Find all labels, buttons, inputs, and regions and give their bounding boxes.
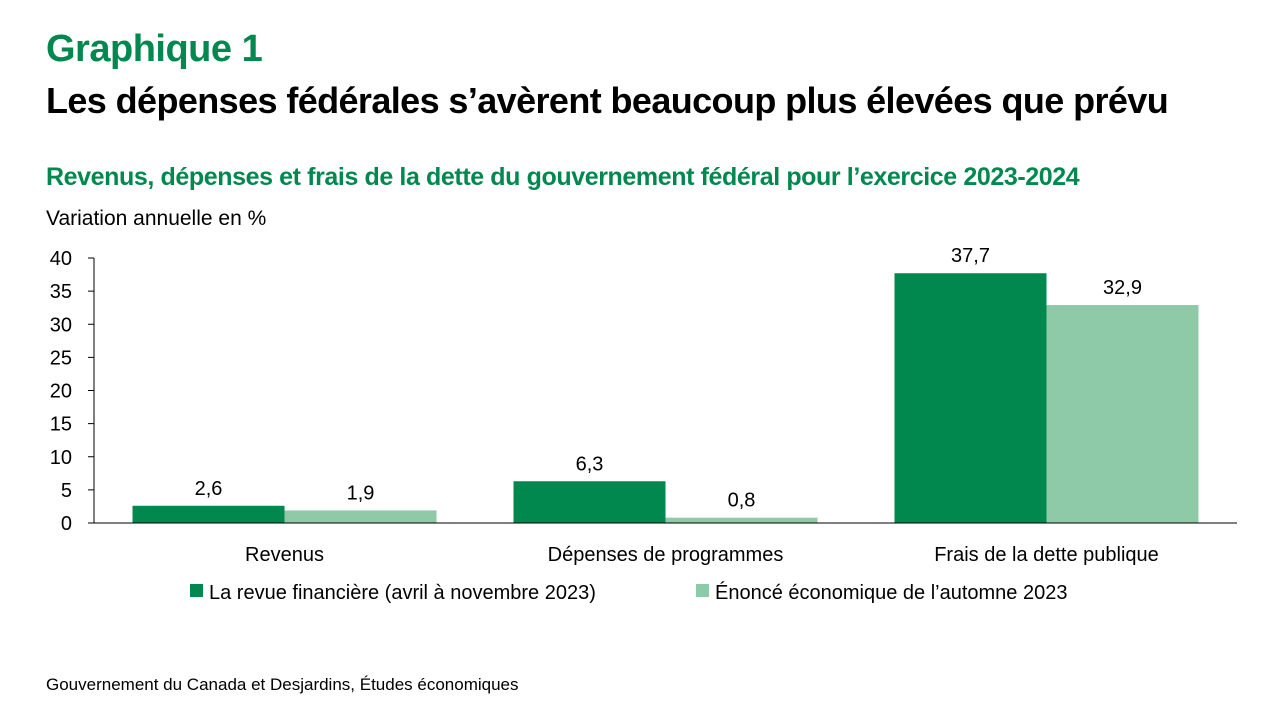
data-label: 1,9 — [347, 482, 375, 504]
chart-subtitle: Revenus, dépenses et frais de la dette d… — [46, 163, 1080, 191]
legend-swatch — [190, 584, 203, 597]
bar-enonce-economique — [284, 510, 437, 523]
data-label: 2,6 — [195, 478, 223, 500]
y-tick-label: 20 — [50, 381, 72, 403]
y-axis-unit-label: Variation annuelle en % — [46, 207, 267, 230]
source-note: Gouvernement du Canada et Desjardins, Ét… — [46, 675, 519, 694]
bar-enonce-economique — [1046, 305, 1199, 523]
bar-revue-financiere — [132, 505, 285, 523]
bar-enonce-economique — [665, 517, 818, 523]
y-tick-label: 15 — [50, 414, 72, 436]
legend-swatch — [696, 584, 709, 597]
y-tick-label: 30 — [50, 314, 72, 336]
legend-label: La revue financière (avril à novembre 20… — [209, 582, 596, 604]
y-tick-label: 40 — [50, 248, 72, 270]
y-tick-label: 10 — [50, 447, 72, 469]
bar-revue-financiere — [894, 273, 1047, 523]
x-axis: Revenus Dépenses de programmes Frais de la… — [94, 522, 1237, 566]
chart-main-title: Les dépenses fédérales s’avèrent beaucou… — [46, 80, 1169, 121]
legend-label: Énoncé économique de l’automne 2023 — [715, 581, 1067, 604]
x-category-label: Revenus — [245, 544, 324, 566]
y-axis: 0 5 10 15 20 25 30 35 40 — [50, 248, 95, 535]
y-tick-label: 25 — [50, 347, 72, 369]
legend: La revue financière (avril à novembre 20… — [190, 581, 1067, 604]
figure-label: Graphique 1 — [46, 28, 263, 70]
x-category-label: Frais de la dette publique — [934, 544, 1159, 566]
bars-group — [132, 273, 1199, 523]
data-label: 37,7 — [951, 245, 990, 267]
bar-revue-financiere — [513, 481, 666, 523]
data-labels-group: 2,6 1,9 6,3 0,8 37,7 32,9 — [195, 245, 1142, 511]
data-label: 6,3 — [576, 453, 604, 475]
data-label: 0,8 — [728, 490, 756, 512]
y-tick-label: 0 — [61, 513, 72, 535]
x-category-label: Dépenses de programmes — [548, 544, 784, 566]
y-tick-label: 5 — [61, 480, 72, 502]
data-label: 32,9 — [1103, 277, 1142, 299]
y-tick-label: 35 — [50, 281, 72, 303]
